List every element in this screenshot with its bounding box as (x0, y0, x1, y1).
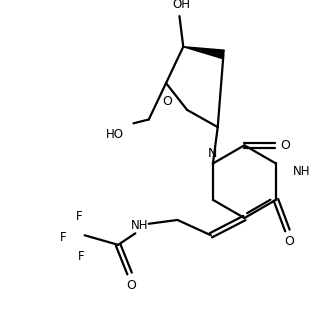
Text: F: F (60, 231, 67, 244)
Text: O: O (127, 279, 136, 291)
Text: NH: NH (293, 165, 311, 178)
Text: O: O (280, 139, 290, 152)
Text: HO: HO (106, 128, 124, 141)
Text: O: O (162, 95, 172, 108)
Text: O: O (284, 236, 294, 248)
Text: N: N (208, 148, 217, 160)
Text: F: F (78, 250, 84, 263)
Polygon shape (183, 47, 224, 59)
Text: F: F (76, 210, 82, 223)
Text: NH: NH (130, 219, 148, 232)
Text: OH: OH (172, 0, 190, 11)
